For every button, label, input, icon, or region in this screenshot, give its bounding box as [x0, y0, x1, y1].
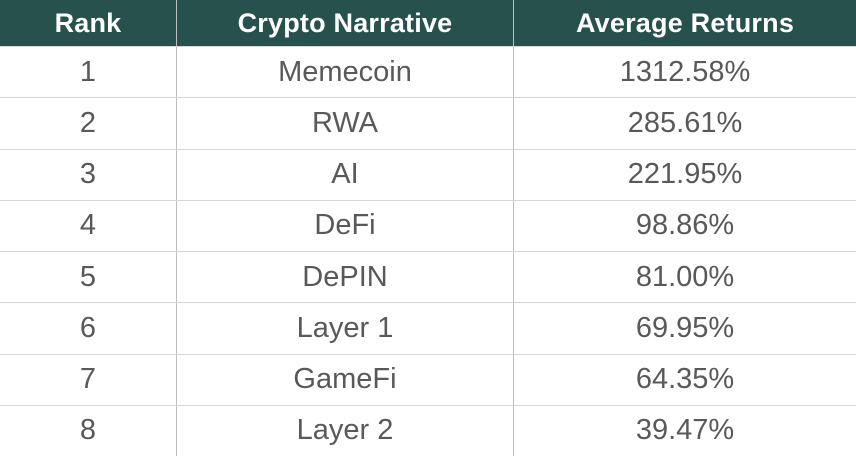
- narrative-cell: GameFi: [176, 354, 514, 405]
- table-header-row: Rank Crypto Narrative Average Returns: [0, 0, 856, 46]
- narrative-cell: AI: [176, 149, 514, 200]
- table-row: 4 DeFi 98.86%: [0, 199, 856, 251]
- narrative-cell: Layer 1: [176, 303, 514, 354]
- rank-cell: 2: [79, 106, 97, 139]
- table-row: 3 AI 221.95%: [0, 148, 856, 200]
- returns-cell: 39.47%: [635, 414, 735, 447]
- narrative-cell: DeFi: [176, 200, 514, 251]
- returns-cell: 64.35%: [635, 363, 735, 396]
- returns-cell: 1312.58%: [619, 55, 751, 88]
- header-cell-rank: Rank: [54, 7, 122, 38]
- rank-cell: 5: [79, 260, 97, 293]
- rank-cell: 6: [79, 311, 97, 344]
- returns-cell: 81.00%: [635, 260, 735, 293]
- table-row: 7 GameFi 64.35%: [0, 353, 856, 405]
- rank-cell: 3: [79, 158, 97, 191]
- header-cell-average-returns: Average Returns: [575, 7, 795, 38]
- table-row: 6 Layer 1 69.95%: [0, 302, 856, 354]
- table-row: 8 Layer 2 39.47%: [0, 404, 856, 456]
- returns-cell: 98.86%: [635, 209, 735, 242]
- table-row: 2 RWA 285.61%: [0, 97, 856, 149]
- narrative-cell: RWA: [176, 98, 514, 149]
- returns-cell: 285.61%: [627, 106, 743, 139]
- table-row: 1 Memecoin 1312.58%: [0, 46, 856, 98]
- returns-cell: 221.95%: [627, 158, 743, 191]
- narrative-cell: Layer 2: [176, 405, 514, 456]
- rank-cell: 4: [79, 209, 97, 242]
- table-row: 5 DePIN 81.00%: [0, 251, 856, 303]
- rank-cell: 8: [79, 414, 97, 447]
- narrative-cell: DePIN: [176, 252, 514, 303]
- returns-cell: 69.95%: [635, 311, 735, 344]
- narrative-cell: Memecoin: [176, 47, 514, 98]
- rank-cell: 1: [79, 55, 97, 88]
- header-cell-crypto-narrative: Crypto Narrative: [176, 0, 514, 46]
- rank-cell: 7: [79, 363, 97, 396]
